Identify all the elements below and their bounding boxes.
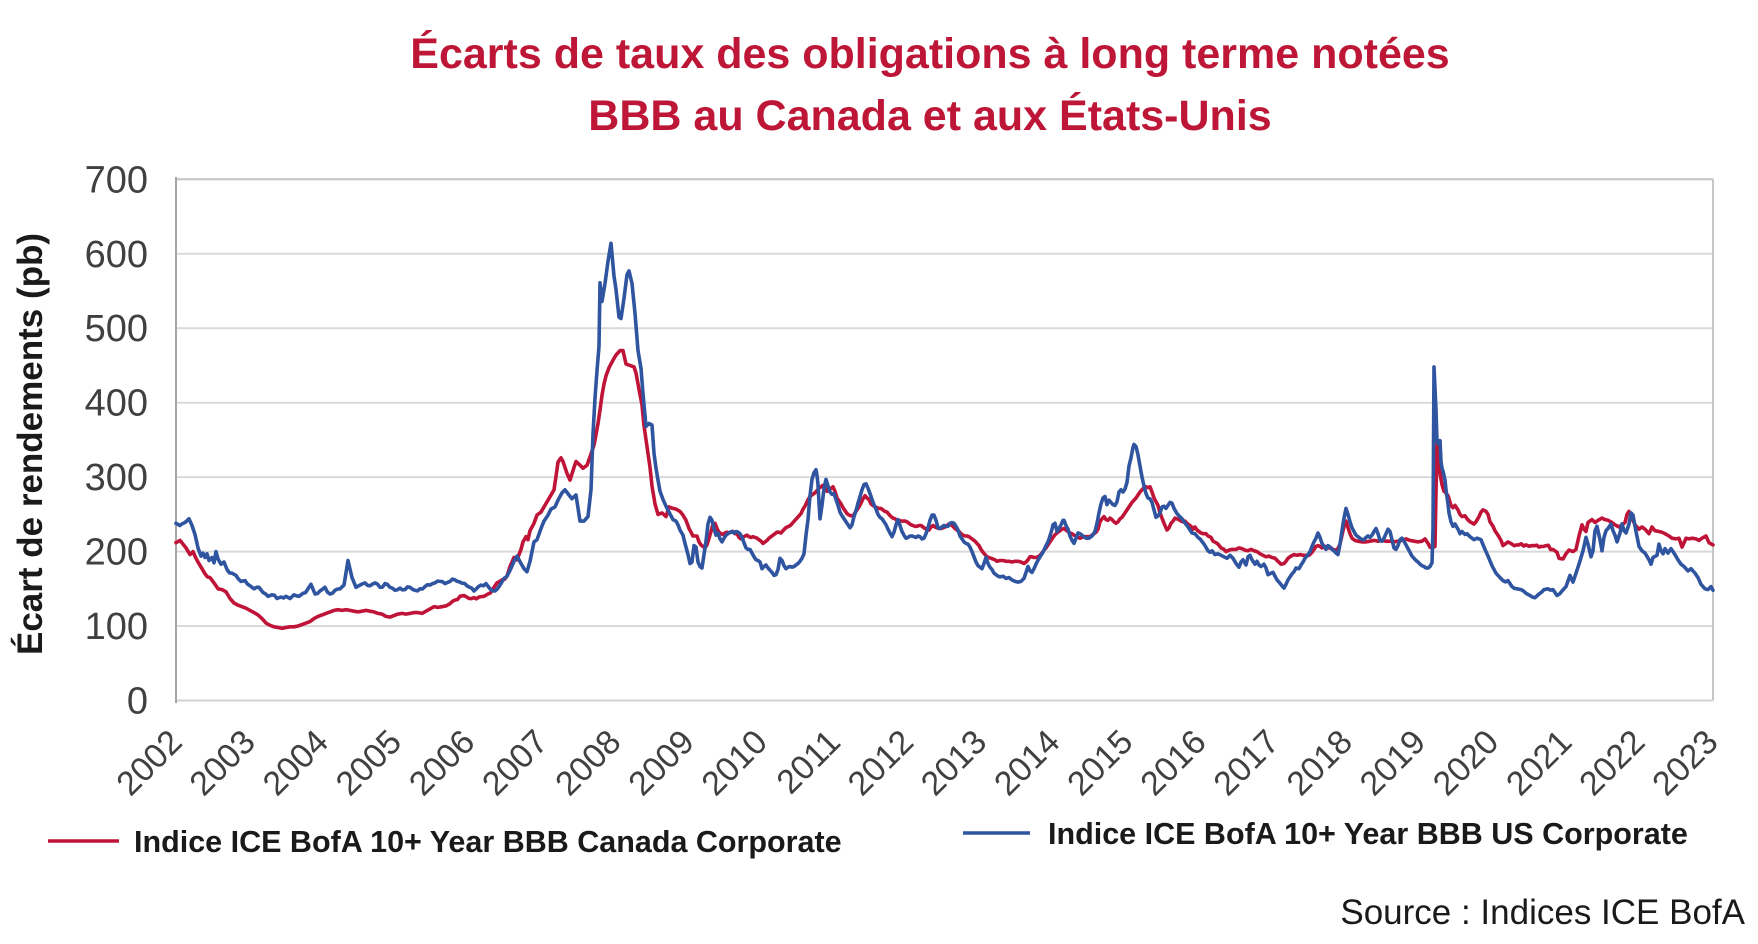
svg-text:Source : Indices ICE BofA: Source : Indices ICE BofA (1340, 893, 1745, 932)
svg-text:700: 700 (85, 159, 148, 201)
svg-text:400: 400 (85, 383, 148, 425)
svg-text:0: 0 (127, 681, 148, 723)
svg-text:100: 100 (85, 606, 148, 648)
svg-text:BBB au Canada et aux États-Uni: BBB au Canada et aux États-Unis (588, 92, 1271, 140)
svg-text:200: 200 (85, 532, 148, 574)
svg-text:300: 300 (85, 457, 148, 499)
svg-text:Écarts de taux des obligations: Écarts de taux des obligations à long te… (410, 30, 1449, 78)
svg-text:Indice ICE BofA 10+ Year BBB U: Indice ICE BofA 10+ Year BBB US Corporat… (1048, 817, 1688, 851)
svg-text:600: 600 (85, 234, 148, 276)
svg-text:Écart de rendements (pb): Écart de rendements (pb) (10, 233, 50, 655)
svg-text:Indice ICE BofA 10+ Year BBB C: Indice ICE BofA 10+ Year BBB Canada Corp… (134, 825, 842, 859)
svg-text:500: 500 (85, 308, 148, 350)
